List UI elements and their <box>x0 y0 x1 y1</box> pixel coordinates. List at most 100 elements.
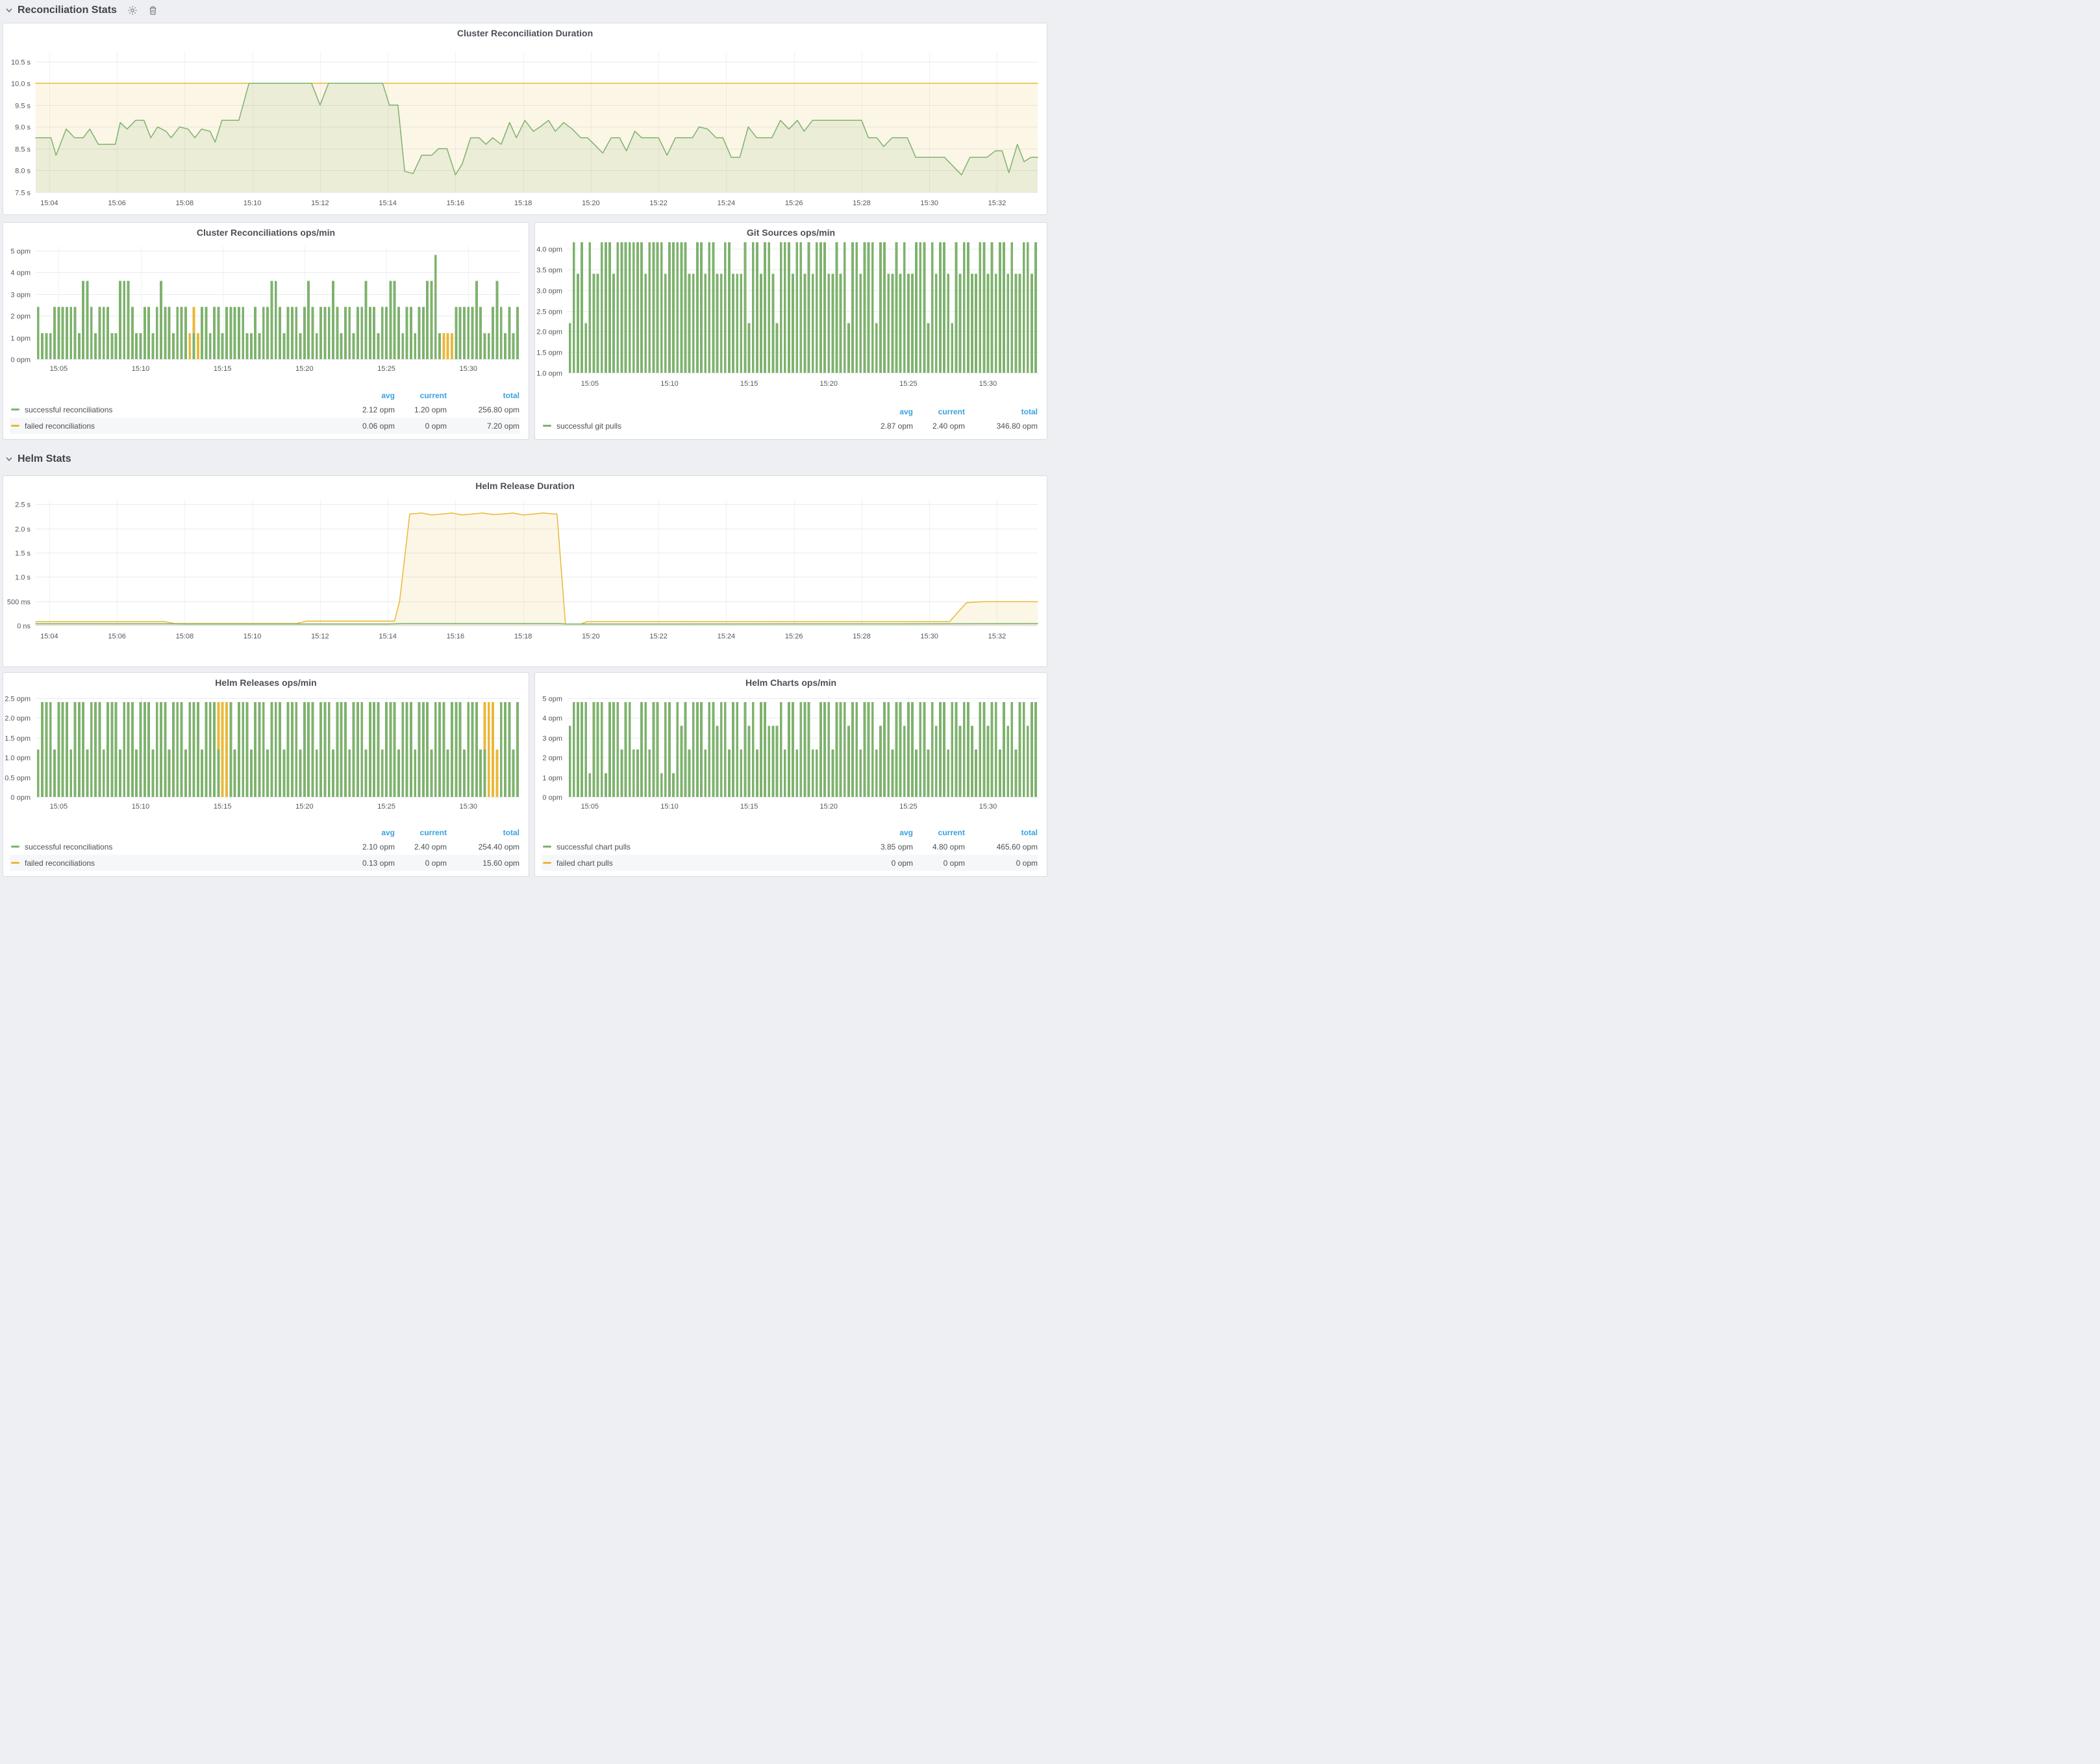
legend-row: successful git pulls 2.87 opm 2.40 opm 346.… <box>542 418 1038 434</box>
svg-text:15:30: 15:30 <box>920 633 938 640</box>
cluster-reconciliation-duration-chart[interactable]: 7.5 s 8.0 s 8.5 s 9.0 s 9.5 s 10.0 s 10.5 s 15:… <box>3 43 1047 214</box>
svg-text:15:22: 15:22 <box>649 633 668 640</box>
legend-series-toggle[interactable]: successful reconciliations <box>10 405 343 414</box>
legend-value-avg: 0.13 opm <box>362 858 395 868</box>
legend-column-avg[interactable]: avg <box>381 828 395 837</box>
svg-text:3.5 opm: 3.5 opm <box>536 267 562 275</box>
legend-series-toggle[interactable]: failed reconciliations <box>10 422 343 431</box>
cluster-reconciliations-ops-chart[interactable]: 0 opm 1 opm 2 opm 3 opm 4 opm 5 opm 15:05 15:10… <box>3 242 529 376</box>
svg-text:2 opm: 2 opm <box>542 755 562 762</box>
legend-row: successful reconciliations 2.10 opm 2.40 o… <box>10 838 519 855</box>
svg-text:15:14: 15:14 <box>379 199 397 207</box>
legend-column-total[interactable]: total <box>1021 828 1038 837</box>
legend-series-toggle[interactable]: successful reconciliations <box>10 842 343 851</box>
svg-text:15:25: 15:25 <box>899 803 918 811</box>
helm-charts-ops-chart[interactable]: 0 opm 1 opm 2 opm 3 opm 4 opm 5 opm 15:05 15:10… <box>535 692 1047 814</box>
helm-release-duration-chart[interactable]: 0 ns 500 ms 1.0 s 1.5 s 2.0 s 2.5 s 15:04 15:06… <box>3 496 1047 666</box>
legend-column-total[interactable]: total <box>1021 407 1038 416</box>
svg-text:15:20: 15:20 <box>295 803 314 811</box>
series-label: failed reconciliations <box>25 421 95 431</box>
legend-column-total[interactable]: total <box>503 391 519 400</box>
panel-helm-releases-ops: Helm Releases ops/min 0 opm 0.5 opm 1.0 op… <box>3 672 529 877</box>
chevron-down-icon[interactable] <box>5 6 13 14</box>
section-header-helm-stats[interactable]: Helm Stats <box>5 453 71 465</box>
git-sources-ops-chart[interactable]: 1.0 opm 1.5 opm 2.0 opm 2.5 opm 3.0 opm 3.5 o… <box>535 242 1047 393</box>
svg-text:10.0 s: 10.0 s <box>11 81 31 88</box>
svg-text:15:18: 15:18 <box>514 199 532 207</box>
svg-text:3 opm: 3 opm <box>10 292 31 299</box>
panel-title[interactable]: Helm Release Duration <box>475 481 575 491</box>
panel-cluster-reconciliation-duration: Cluster Reconciliation Duration 7.5 s 8.0… <box>3 23 1047 215</box>
section-header-reconciliation-stats[interactable]: Reconciliation Stats <box>5 5 158 16</box>
svg-text:15:30: 15:30 <box>459 365 477 373</box>
svg-text:15:30: 15:30 <box>979 380 997 388</box>
series-color-marker <box>543 846 551 848</box>
svg-text:8.5 s: 8.5 s <box>15 146 31 154</box>
panel-title[interactable]: Cluster Reconciliations ops/min <box>196 227 336 238</box>
svg-text:15:12: 15:12 <box>311 199 329 207</box>
section-title: Reconciliation Stats <box>18 5 117 16</box>
svg-text:15:20: 15:20 <box>582 633 600 640</box>
svg-text:15:05: 15:05 <box>581 803 599 811</box>
svg-text:15:10: 15:10 <box>244 199 262 207</box>
svg-text:15:10: 15:10 <box>660 803 679 811</box>
gear-icon[interactable] <box>127 5 138 16</box>
svg-text:15:30: 15:30 <box>920 199 938 207</box>
svg-text:8.0 s: 8.0 s <box>15 168 31 175</box>
svg-text:15:04: 15:04 <box>40 199 58 207</box>
legend-git-sources: avg current total successful git pulls 2.87 … <box>535 406 1047 439</box>
svg-text:15:26: 15:26 <box>785 633 803 640</box>
svg-text:0 ns: 0 ns <box>17 623 31 631</box>
svg-text:15:05: 15:05 <box>50 365 68 373</box>
svg-text:15:20: 15:20 <box>295 365 314 373</box>
legend-value-current: 2.40 opm <box>932 421 965 431</box>
legend-series-toggle[interactable]: successful git pulls <box>542 422 861 431</box>
panel-cluster-reconciliations-ops: Cluster Reconciliations ops/min 0 opm 1 o… <box>3 222 529 440</box>
svg-text:2.0 opm: 2.0 opm <box>536 329 562 336</box>
legend-column-current[interactable]: current <box>419 391 447 400</box>
svg-text:15:24: 15:24 <box>718 633 736 640</box>
legend-column-total[interactable]: total <box>503 828 519 837</box>
legend-column-current[interactable]: current <box>419 828 447 837</box>
chevron-down-icon[interactable] <box>5 455 13 463</box>
svg-text:4.0 opm: 4.0 opm <box>536 246 562 254</box>
svg-text:15:10: 15:10 <box>660 380 679 388</box>
series-label: failed chart pulls <box>556 858 613 868</box>
svg-text:3 opm: 3 opm <box>542 735 562 743</box>
svg-text:15:05: 15:05 <box>50 803 68 811</box>
legend-value-current: 0 opm <box>943 858 965 868</box>
legend-value-avg: 2.12 opm <box>362 405 395 414</box>
svg-text:1 opm: 1 opm <box>10 335 31 343</box>
trash-icon[interactable] <box>148 5 158 16</box>
panel-title[interactable]: Helm Releases ops/min <box>215 677 317 688</box>
legend-column-current[interactable]: current <box>938 407 965 416</box>
legend-value-total: 254.40 opm <box>478 842 519 851</box>
panel-title[interactable]: Helm Charts ops/min <box>745 677 837 688</box>
legend-helm-charts: avg current total successful chart pulls 3.8… <box>535 827 1047 876</box>
svg-text:15:25: 15:25 <box>377 803 395 811</box>
series-color-marker <box>11 409 19 410</box>
svg-text:15:30: 15:30 <box>979 803 997 811</box>
legend-value-current: 4.80 opm <box>932 842 965 851</box>
svg-text:15:20: 15:20 <box>582 199 600 207</box>
svg-text:15:16: 15:16 <box>447 199 465 207</box>
svg-text:15:28: 15:28 <box>853 633 871 640</box>
legend-series-toggle[interactable]: failed reconciliations <box>10 859 343 868</box>
svg-text:15:20: 15:20 <box>819 380 838 388</box>
legend-row: failed reconciliations 0.13 opm 0 opm 15.60… <box>10 855 519 871</box>
legend-series-toggle[interactable]: successful chart pulls <box>542 842 861 851</box>
legend-column-avg[interactable]: avg <box>899 828 913 837</box>
svg-text:15:15: 15:15 <box>740 803 758 811</box>
panel-title[interactable]: Git Sources ops/min <box>746 227 836 238</box>
panel-title[interactable]: Cluster Reconciliation Duration <box>456 28 594 38</box>
svg-text:15:25: 15:25 <box>377 365 395 373</box>
helm-releases-ops-chart[interactable]: 0 opm 0.5 opm 1.0 opm 1.5 opm 2.0 opm 2.5 opm… <box>3 692 529 814</box>
svg-text:15:20: 15:20 <box>819 803 838 811</box>
legend-column-current[interactable]: current <box>938 828 965 837</box>
legend-value-avg: 3.85 opm <box>880 842 913 851</box>
legend-row: successful reconciliations 2.12 opm 1.20 o… <box>10 401 519 418</box>
legend-series-toggle[interactable]: failed chart pulls <box>542 859 861 868</box>
legend-column-avg[interactable]: avg <box>381 391 395 400</box>
legend-column-avg[interactable]: avg <box>899 407 913 416</box>
svg-text:9.5 s: 9.5 s <box>15 103 31 110</box>
